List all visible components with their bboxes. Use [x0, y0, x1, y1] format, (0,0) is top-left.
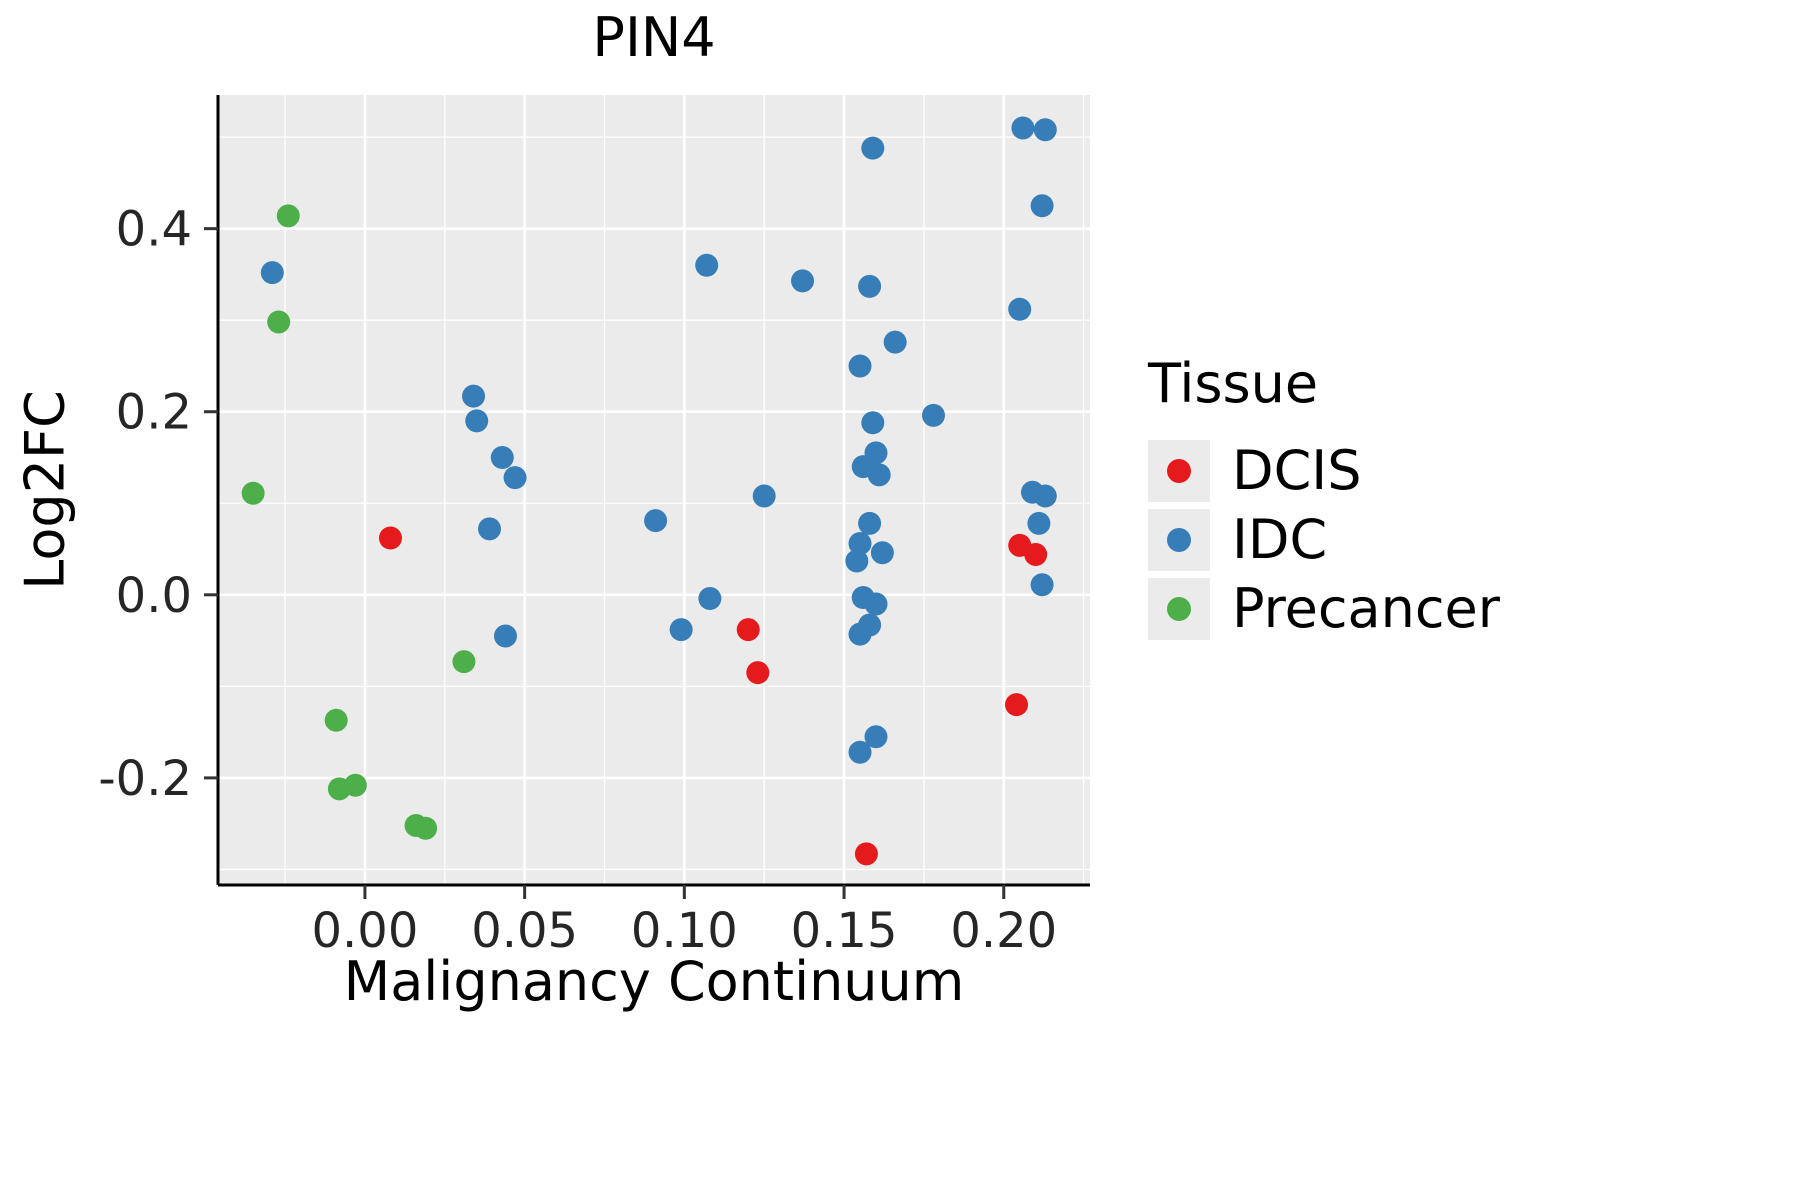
data-point-idc: [462, 384, 486, 408]
data-point-idc: [861, 411, 885, 435]
legend-dot-icon: [1167, 527, 1191, 552]
data-point-idc: [493, 624, 517, 648]
y-tick-label: 0.2: [116, 385, 192, 441]
data-point-idc: [848, 622, 872, 646]
data-point-idc: [870, 541, 894, 565]
legend-item-precancer: Precancer: [1148, 577, 1500, 640]
data-point-idc: [260, 261, 284, 285]
chart-title: PIN4: [592, 6, 716, 69]
data-point-idc: [669, 618, 693, 642]
data-point-idc: [752, 484, 776, 508]
y-tick-label: -0.2: [98, 751, 192, 807]
data-point-precancer: [343, 773, 367, 797]
legend: Tissue DCIS IDC Precancer: [1148, 352, 1500, 646]
data-point-idc: [478, 517, 502, 541]
data-point-idc: [490, 446, 514, 470]
data-point-idc: [848, 740, 872, 764]
x-tick-label: 0.05: [471, 903, 578, 959]
x-axis-label: Malignancy Continuum: [343, 950, 965, 1013]
data-point-dcis: [378, 526, 402, 550]
data-point-idc: [858, 511, 882, 535]
y-tick-label: 0.4: [116, 202, 192, 258]
data-point-idc: [848, 532, 872, 556]
data-point-idc: [1030, 194, 1054, 218]
data-point-idc: [698, 586, 722, 610]
data-point-idc: [845, 549, 869, 573]
data-point-idc: [1011, 116, 1035, 140]
data-point-precancer: [241, 481, 265, 505]
legend-dot-icon: [1167, 458, 1191, 483]
data-point-precancer: [276, 204, 300, 228]
data-point-idc: [644, 509, 668, 533]
data-point-idc: [1033, 118, 1057, 142]
legend-title: Tissue: [1148, 352, 1319, 415]
data-point-idc: [848, 354, 872, 378]
legend-label: IDC: [1232, 508, 1328, 571]
legend-dot-icon: [1167, 596, 1191, 621]
x-tick-label: 0.15: [791, 903, 898, 959]
plot-panel: [218, 95, 1090, 885]
data-point-idc: [867, 463, 891, 487]
data-point-idc: [883, 330, 907, 354]
data-point-precancer: [414, 816, 438, 840]
data-point-precancer: [324, 708, 348, 732]
legend-key-precancer: [1148, 577, 1210, 640]
legend-item-idc: IDC: [1148, 508, 1500, 571]
data-point-idc: [1033, 484, 1057, 508]
data-point-idc: [695, 253, 719, 277]
data-point-idc: [791, 269, 815, 293]
data-point-idc: [1027, 511, 1051, 535]
data-point-dcis: [854, 842, 878, 866]
y-tick-label: 0.0: [116, 568, 192, 624]
legend-key-idc: [1148, 508, 1210, 571]
legend-key-dcis: [1148, 439, 1210, 502]
legend-items: DCIS IDC Precancer: [1148, 439, 1500, 640]
data-point-idc: [921, 403, 945, 427]
data-point-dcis: [736, 618, 760, 642]
x-tick-label: 0.20: [950, 903, 1057, 959]
y-axis-label: Log2FC: [13, 390, 77, 590]
data-point-precancer: [267, 310, 291, 334]
data-point-idc: [858, 274, 882, 298]
data-point-idc: [1030, 573, 1054, 597]
data-point-dcis: [1005, 693, 1029, 717]
x-tick-label: 0.00: [311, 903, 418, 959]
legend-label: DCIS: [1232, 439, 1362, 502]
x-tick-label: 0.10: [631, 903, 738, 959]
legend-label: Precancer: [1232, 577, 1500, 640]
data-point-idc: [465, 409, 489, 433]
legend-item-dcis: DCIS: [1148, 439, 1500, 502]
data-point-idc: [1008, 297, 1032, 321]
data-point-idc: [503, 466, 527, 490]
data-point-dcis: [1024, 543, 1048, 567]
data-point-idc: [861, 136, 885, 160]
data-point-dcis: [746, 661, 770, 685]
data-point-precancer: [452, 650, 476, 674]
data-point-idc: [864, 592, 888, 616]
data-point-idc: [864, 725, 888, 749]
